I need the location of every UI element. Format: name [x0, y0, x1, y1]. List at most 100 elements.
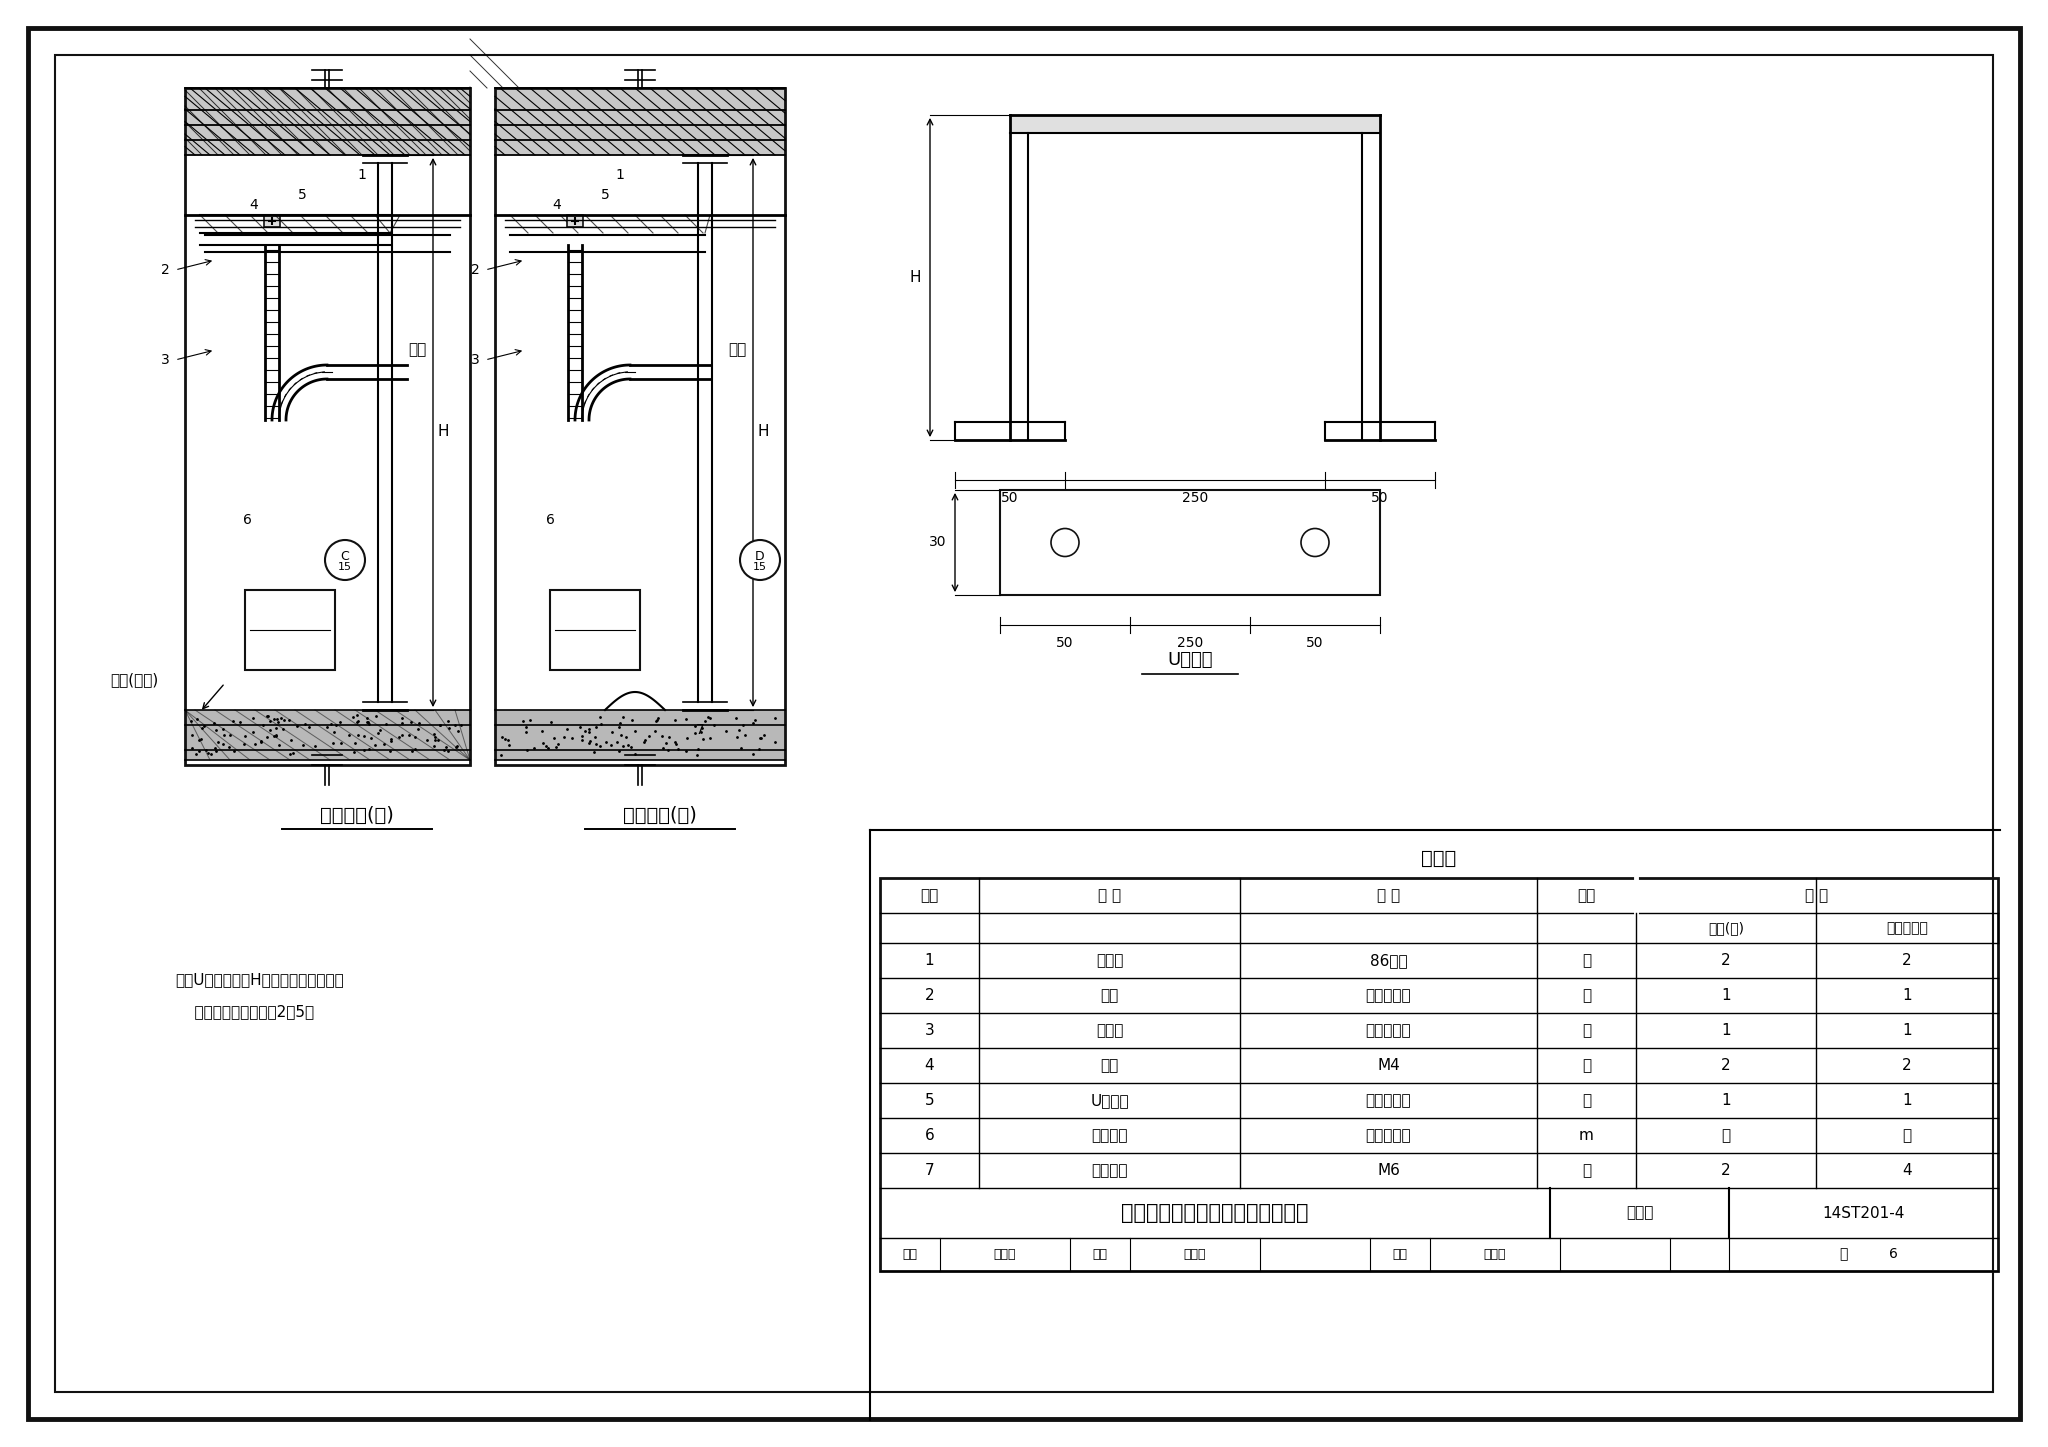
Text: 50: 50: [1057, 637, 1073, 650]
Text: 方式（二）: 方式（二）: [1886, 920, 1927, 935]
Bar: [881, 878, 1999, 1270]
Text: 注：U型支架高度H详见具体设计要求。: 注：U型支架高度H详见具体设计要求。: [174, 972, 344, 987]
Text: 底座: 底座: [1100, 988, 1118, 1003]
Text: 个: 个: [1581, 1023, 1591, 1037]
Text: 250: 250: [1178, 637, 1202, 650]
Text: 单位: 单位: [1577, 888, 1595, 903]
Text: 安装方式(二): 安装方式(二): [623, 806, 696, 825]
Text: H: H: [909, 269, 922, 285]
Text: 1: 1: [1903, 1092, 1913, 1108]
Bar: [496, 710, 784, 760]
Text: 材料：镀锌钢板厚度2～5。: 材料：镀锌钢板厚度2～5。: [174, 1004, 313, 1020]
Bar: [184, 88, 469, 765]
Text: 接线盒: 接线盒: [1096, 954, 1122, 968]
Text: 2: 2: [471, 263, 479, 276]
Text: 50: 50: [1001, 491, 1018, 505]
Bar: [246, 590, 336, 670]
Bar: [999, 491, 1380, 595]
Text: 5: 5: [926, 1092, 934, 1108]
Text: 金属软管: 金属软管: [1092, 1129, 1128, 1143]
Text: 方式(一): 方式(一): [1708, 920, 1745, 935]
Text: 见设计选型: 见设计选型: [1366, 1129, 1411, 1143]
Text: 立柱: 立柱: [408, 343, 426, 357]
Text: 序号: 序号: [920, 888, 938, 903]
Circle shape: [739, 540, 780, 580]
Text: 李俊青: 李俊青: [1483, 1247, 1505, 1260]
Text: 个: 个: [1581, 1163, 1591, 1178]
Bar: [184, 88, 469, 155]
Text: 2: 2: [162, 263, 170, 276]
Text: 1: 1: [1720, 1092, 1731, 1108]
Text: 2: 2: [926, 988, 934, 1003]
Text: 50: 50: [1372, 491, 1389, 505]
Text: 6: 6: [924, 1129, 934, 1143]
Text: 个: 个: [1581, 988, 1591, 1003]
Text: 校对: 校对: [1092, 1247, 1108, 1260]
Bar: [264, 216, 281, 227]
Text: 5: 5: [297, 188, 307, 203]
Text: H: H: [758, 424, 768, 440]
Text: 2: 2: [1720, 1058, 1731, 1074]
Text: 膨胀螺栓: 膨胀螺栓: [1092, 1163, 1128, 1178]
Bar: [551, 590, 639, 670]
Text: M4: M4: [1376, 1058, 1401, 1074]
Text: 安装方式(一): 安装方式(一): [319, 806, 393, 825]
Text: 毛静妮: 毛静妮: [1184, 1247, 1206, 1260]
Text: 4: 4: [553, 198, 561, 213]
Text: 楼板(地面): 楼板(地面): [111, 673, 158, 687]
Text: C: C: [340, 550, 350, 563]
Text: 7: 7: [926, 1163, 934, 1178]
Text: 7: 7: [696, 724, 705, 737]
Text: 见设计选型: 见设计选型: [1366, 1092, 1411, 1108]
Text: 2: 2: [1720, 954, 1731, 968]
Text: 15: 15: [754, 561, 768, 572]
Text: 3: 3: [924, 1023, 934, 1037]
Text: m: m: [1579, 1129, 1593, 1143]
Text: 86系列: 86系列: [1370, 954, 1407, 968]
Text: 页: 页: [1839, 1247, 1847, 1262]
Bar: [496, 88, 784, 765]
Text: 1: 1: [358, 168, 367, 182]
Circle shape: [326, 540, 365, 580]
Text: 1: 1: [926, 954, 934, 968]
Text: 2: 2: [1903, 1058, 1913, 1074]
Text: 规 格: 规 格: [1376, 888, 1401, 903]
Text: 3: 3: [471, 353, 479, 368]
Text: 见设计选型: 见设计选型: [1366, 988, 1411, 1003]
Text: 姚凤成: 姚凤成: [993, 1247, 1016, 1260]
Text: 30: 30: [930, 535, 946, 550]
Text: 2: 2: [1903, 954, 1913, 968]
Text: 见设计选型: 见设计选型: [1366, 1023, 1411, 1037]
Text: 6: 6: [545, 514, 555, 527]
Text: 1: 1: [1903, 988, 1913, 1003]
Circle shape: [1051, 528, 1079, 557]
Text: 数 量: 数 量: [1806, 888, 1829, 903]
Text: 4: 4: [1903, 1163, 1913, 1178]
Text: U型支架: U型支架: [1090, 1092, 1128, 1108]
Text: 4: 4: [250, 198, 258, 213]
Text: 根: 根: [1581, 1058, 1591, 1074]
Text: 设计: 设计: [1393, 1247, 1407, 1260]
Text: 个: 个: [1581, 954, 1591, 968]
Text: －: －: [1722, 1129, 1731, 1143]
Text: H: H: [438, 424, 449, 440]
Text: 材料表: 材料表: [1421, 848, 1456, 868]
Text: 1: 1: [1720, 1023, 1731, 1037]
Text: 2: 2: [1720, 1163, 1731, 1178]
Text: 6: 6: [1888, 1247, 1898, 1262]
Text: 1: 1: [616, 168, 625, 182]
Text: 名 称: 名 称: [1098, 888, 1120, 903]
Text: 5: 5: [600, 188, 610, 203]
Text: D: D: [756, 550, 764, 563]
Text: U型支架: U型支架: [1167, 651, 1212, 669]
Text: 探测器: 探测器: [1096, 1023, 1122, 1037]
Bar: [1010, 114, 1380, 133]
Text: 图集号: 图集号: [1626, 1205, 1653, 1220]
Bar: [496, 88, 784, 155]
Bar: [184, 710, 469, 760]
Text: 50: 50: [1307, 637, 1323, 650]
Text: 250: 250: [1182, 491, 1208, 505]
Bar: [567, 216, 584, 227]
Text: 15: 15: [338, 561, 352, 572]
Text: 3: 3: [162, 353, 170, 368]
